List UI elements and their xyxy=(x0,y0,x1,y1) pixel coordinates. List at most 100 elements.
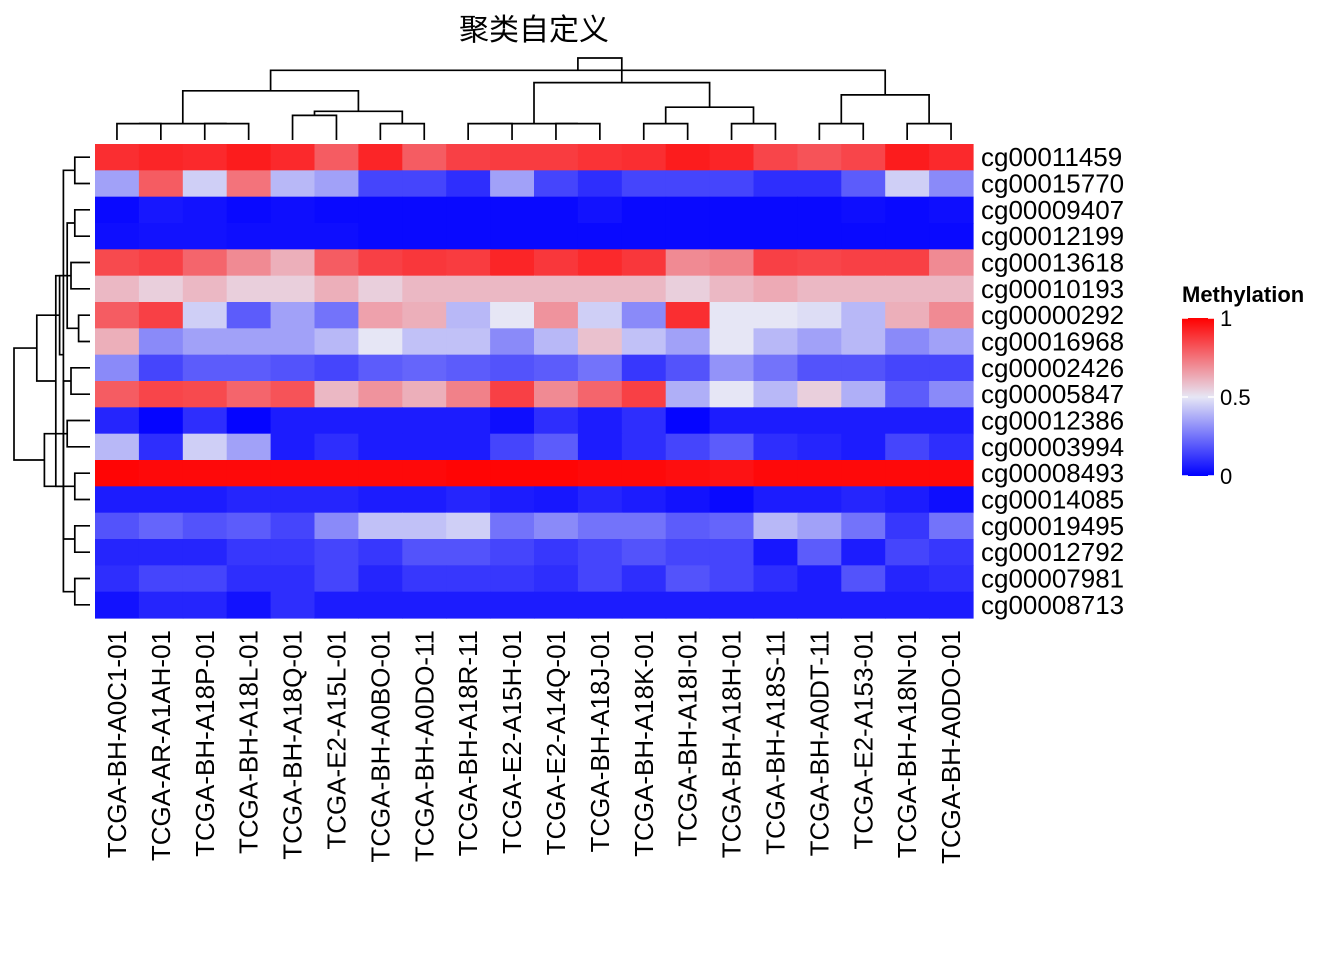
heatmap-cell xyxy=(314,249,359,277)
legend-tick-label: 0.5 xyxy=(1220,385,1251,410)
heatmap-cell xyxy=(446,170,491,198)
heatmap-cell xyxy=(841,460,886,487)
heatmap-cell xyxy=(797,196,842,224)
heatmap-cell xyxy=(841,591,886,619)
heatmap-cell xyxy=(797,302,842,329)
heatmap-cell xyxy=(665,275,711,303)
row-label: cg00015770 xyxy=(981,169,1124,199)
heatmap-cell xyxy=(577,407,623,435)
dendrogram-link xyxy=(70,261,90,290)
row-dendrogram xyxy=(13,156,90,606)
heatmap-cell xyxy=(446,381,491,408)
dendrogram-link xyxy=(73,577,90,606)
heatmap-cell xyxy=(95,223,140,250)
heatmap-cell xyxy=(534,565,579,593)
heatmap-cell xyxy=(402,565,447,593)
heatmap-cell xyxy=(490,196,535,224)
heatmap-cell xyxy=(402,302,447,329)
heatmap-cell xyxy=(841,512,886,540)
heatmap-cell xyxy=(270,249,316,277)
heatmap-cell xyxy=(95,144,140,171)
heatmap-cell xyxy=(665,486,711,514)
heatmap-cell xyxy=(709,565,755,593)
dendrogram-link xyxy=(730,122,777,140)
heatmap-cell xyxy=(358,249,403,277)
heatmap-cell xyxy=(446,407,491,435)
heatmap-cell xyxy=(534,512,579,540)
heatmap-cell xyxy=(665,170,711,198)
heatmap-cell xyxy=(753,565,798,593)
heatmap-cell xyxy=(402,381,447,408)
dendrogram-link xyxy=(73,208,90,238)
heatmap-cell xyxy=(95,591,140,619)
heatmap-cell xyxy=(885,565,930,593)
heatmap-cell xyxy=(95,460,140,487)
heatmap-cell xyxy=(621,302,667,329)
heatmap-cell xyxy=(358,381,403,408)
heatmap-cell xyxy=(534,223,579,250)
heatmap-cell xyxy=(314,591,359,619)
heatmap-cell xyxy=(446,196,491,224)
heatmap-cell xyxy=(182,275,228,303)
heatmap-cell xyxy=(621,486,667,514)
heatmap-cell xyxy=(534,302,579,329)
heatmap-cell xyxy=(885,223,930,250)
heatmap-cell xyxy=(665,381,711,408)
column-label: TCGA-BH-A18J-01 xyxy=(585,630,615,853)
heatmap-cell xyxy=(665,302,711,329)
heatmap-cell xyxy=(226,486,272,514)
column-label: TCGA-BH-A18N-01 xyxy=(892,630,922,858)
heatmap-cell xyxy=(665,433,711,461)
row-labels: cg00011459cg00015770cg00009407cg00012199… xyxy=(981,142,1124,620)
row-label: cg00005847 xyxy=(981,379,1124,409)
heatmap-cell xyxy=(490,275,535,303)
heatmap-cell xyxy=(446,275,491,303)
heatmap-cell xyxy=(577,381,623,408)
heatmap-cell xyxy=(885,249,930,277)
heatmap-cell xyxy=(753,539,798,566)
heatmap-cell xyxy=(534,196,579,224)
heatmap-cell xyxy=(753,302,798,329)
heatmap-cell xyxy=(490,539,535,566)
heatmap-cell xyxy=(885,433,930,461)
column-label: TCGA-BH-A18Q-01 xyxy=(278,630,308,860)
heatmap-cell xyxy=(314,433,359,461)
heatmap-cell xyxy=(665,196,711,224)
heatmap-cell xyxy=(885,275,930,303)
heatmap-cell xyxy=(753,486,798,514)
heatmap-cell xyxy=(402,223,447,250)
heatmap-cell xyxy=(490,512,535,540)
heatmap-cell xyxy=(577,302,623,329)
heatmap-cell xyxy=(138,275,184,303)
heatmap-cell xyxy=(797,381,842,408)
heatmap-cell xyxy=(446,354,491,382)
heatmap-cell xyxy=(797,512,842,540)
heatmap-cell xyxy=(753,433,798,461)
heatmap-cell xyxy=(358,539,403,566)
heatmap-cell xyxy=(402,354,447,382)
heatmap-cell xyxy=(182,328,228,356)
column-label: TCGA-BH-A18P-01 xyxy=(190,630,220,857)
heatmap-cell xyxy=(885,302,930,329)
heatmap-cell xyxy=(534,381,579,408)
heatmap-cell xyxy=(709,170,755,198)
heatmap-cell xyxy=(534,275,579,303)
heatmap-cell xyxy=(885,170,930,198)
column-label: TCGA-BH-A0BO-01 xyxy=(365,630,395,863)
heatmap-cell xyxy=(226,223,272,250)
row-label: cg00010193 xyxy=(981,274,1124,304)
heatmap-cell xyxy=(490,249,535,277)
dendrogram-link xyxy=(73,472,90,501)
heatmap-cell xyxy=(95,275,140,303)
heatmap-cell xyxy=(490,591,535,619)
heatmap-cell xyxy=(621,196,667,224)
heatmap-cell xyxy=(577,591,623,619)
legend-tick-label: 1 xyxy=(1220,306,1232,331)
heatmap-cell xyxy=(446,539,491,566)
heatmap-cell xyxy=(358,170,403,198)
heatmap-cell xyxy=(490,565,535,593)
heatmap-cell xyxy=(270,144,316,171)
column-labels: TCGA-BH-A0C1-01 TCGA-AR-A1AH-01 TCGA-BH-A1… xyxy=(102,630,966,864)
heatmap-cell xyxy=(270,486,316,514)
heatmap-cell xyxy=(841,302,886,329)
